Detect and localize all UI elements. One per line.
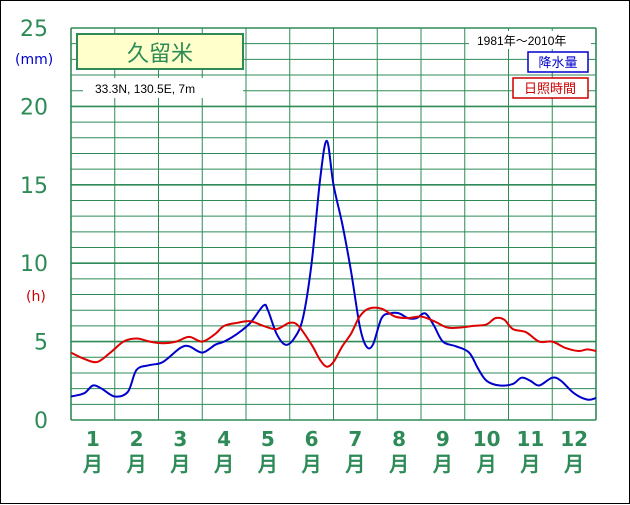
month-suffix: 月 xyxy=(257,452,278,476)
month-label: 7 xyxy=(348,427,362,451)
legend-sunshine-label: 日照時間 xyxy=(524,82,576,97)
grid xyxy=(70,27,597,421)
legend-sunshine-box xyxy=(512,77,589,99)
period-box xyxy=(469,31,591,49)
month-label: 1 xyxy=(86,427,100,451)
month-label: 9 xyxy=(436,427,450,451)
month-suffix: 月 xyxy=(344,452,365,476)
y-unit-right: (h) xyxy=(26,289,46,305)
month-label: 3 xyxy=(173,427,187,451)
y-tick-label: 25 xyxy=(20,17,48,42)
station-box xyxy=(76,33,244,70)
series-lines xyxy=(70,139,597,401)
y-tick-labels: 0 5 10 15 20 25 xyxy=(20,17,48,434)
legend-precipitation-label: 降水量 xyxy=(538,56,577,71)
station-name: 久留米 xyxy=(127,42,193,67)
month-label: 11 xyxy=(516,427,544,451)
month-label: 5 xyxy=(261,427,275,451)
month-suffix: 月 xyxy=(301,452,322,476)
y-tick-label: 10 xyxy=(20,252,48,277)
coordinates: 33.3N, 130.5E, 7m xyxy=(95,82,195,96)
y-tick-label: 0 xyxy=(34,409,48,434)
month-suffix: 月 xyxy=(388,452,409,476)
y-tick-label: 15 xyxy=(20,174,48,199)
legend-precipitation-box xyxy=(527,51,589,73)
month-suffix: 月 xyxy=(476,452,497,476)
month-label: 12 xyxy=(560,427,588,451)
sunshine-line xyxy=(70,306,597,368)
y-tick-label: 5 xyxy=(34,331,48,356)
month-suffix: 月 xyxy=(82,452,103,476)
month-label: 10 xyxy=(473,427,501,451)
precipitation-line xyxy=(70,139,597,401)
month-suffix: 月 xyxy=(169,452,190,476)
month-suffix: 月 xyxy=(432,452,453,476)
month-suffix: 月 xyxy=(126,452,147,476)
y-unit-left: (mm) xyxy=(15,52,53,68)
month-label: 6 xyxy=(305,427,319,451)
month-label: 8 xyxy=(392,427,406,451)
month-suffix: 月 xyxy=(563,452,584,476)
month-label: 2 xyxy=(130,427,144,451)
month-suffix: 月 xyxy=(213,452,234,476)
month-suffix: 月 xyxy=(519,452,540,476)
month-label: 4 xyxy=(217,427,231,451)
coordinates-box xyxy=(83,78,243,98)
period: 1981年～2010年 xyxy=(477,34,566,48)
y-tick-label: 20 xyxy=(20,95,48,120)
